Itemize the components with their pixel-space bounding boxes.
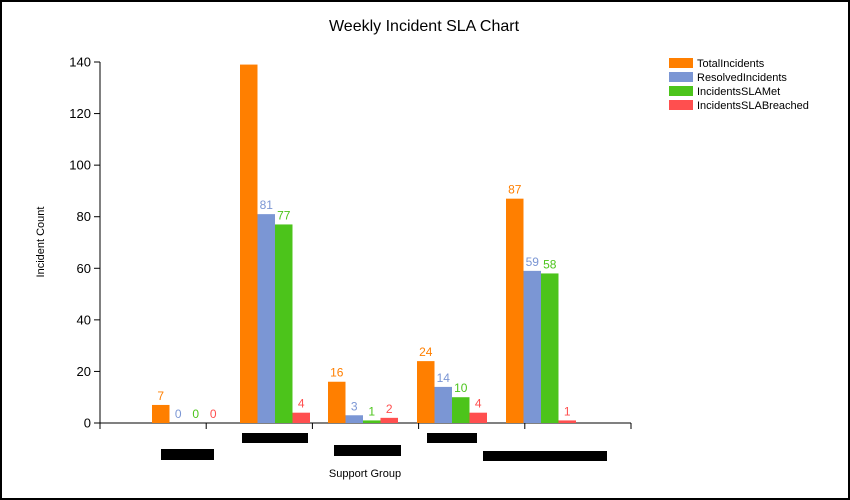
category-label-redaction (427, 433, 477, 443)
data-label: 1 (564, 404, 571, 418)
data-label: 81 (260, 198, 274, 212)
y-tick-label: 80 (77, 209, 91, 224)
data-label: 58 (543, 257, 557, 271)
bar-TotalIncidents (417, 361, 435, 423)
bar-ResolvedIncidents (434, 386, 452, 423)
bar-TotalIncidents (328, 381, 346, 423)
legend-label: IncidentsSLABreached (697, 100, 809, 112)
bar-IncidentsSLABreached (558, 420, 576, 423)
category-label-redaction (334, 445, 401, 456)
data-label: 1 (368, 404, 375, 418)
y-axis-label: Incident Count (35, 207, 47, 278)
y-tick-label: 0 (84, 416, 91, 431)
category-label-redaction (161, 449, 214, 460)
data-label: 7 (157, 389, 164, 403)
legend-label: TotalIncidents (697, 58, 765, 70)
legend-label: ResolvedIncidents (697, 72, 787, 84)
x-axis-label: Support Group (329, 468, 401, 480)
y-tick-label: 140 (69, 55, 91, 70)
bar-IncidentsSLABreached (292, 412, 310, 423)
bar-IncidentsSLABreached (380, 417, 398, 423)
chart-title: Weekly Incident SLA Chart (329, 18, 520, 35)
y-tick-label: 20 (77, 364, 91, 379)
data-label: 10 (454, 381, 468, 395)
bar-IncidentsSLAMet (275, 224, 293, 423)
data-label: 0 (210, 407, 217, 421)
bar-IncidentsSLAMet (363, 420, 381, 423)
bar-IncidentsSLABreached (469, 412, 487, 423)
category-label-redaction (483, 451, 607, 461)
data-label: 24 (419, 345, 433, 359)
bar-ResolvedIncidents (257, 214, 275, 423)
bar-TotalIncidents (506, 198, 524, 423)
bar-TotalIncidents (152, 404, 170, 423)
redactions (161, 433, 607, 461)
legend-swatch (669, 72, 693, 82)
y-tick-label: 60 (77, 261, 91, 276)
bar-IncidentsSLAMet (541, 273, 559, 423)
legend-swatch (669, 58, 693, 68)
data-label: 4 (475, 397, 482, 411)
data-label: 2 (386, 402, 393, 416)
data-label: 3 (351, 399, 358, 413)
data-label: 77 (277, 208, 291, 222)
bar-IncidentsSLAMet (452, 397, 470, 423)
data-label: 16 (330, 366, 344, 380)
y-tick-label: 40 (77, 312, 91, 327)
data-label: 4 (298, 397, 305, 411)
legend-label: IncidentsSLAMet (697, 86, 780, 98)
data-label: 0 (175, 407, 182, 421)
bar-ResolvedIncidents (523, 270, 541, 423)
bar-ResolvedIncidents (345, 415, 363, 423)
data-label: 87 (508, 183, 522, 197)
data-label: 14 (437, 371, 451, 385)
legend: TotalIncidents ResolvedIncidents Incidents… (669, 58, 809, 112)
category-label-redaction (242, 433, 308, 443)
legend-swatch (669, 100, 693, 110)
y-tick-label: 100 (69, 158, 91, 173)
y-tick-label: 120 (69, 106, 91, 121)
bar-TotalIncidents (240, 64, 258, 423)
data-label: 0 (192, 407, 199, 421)
data-label: 59 (526, 255, 540, 269)
legend-swatch (669, 86, 693, 96)
